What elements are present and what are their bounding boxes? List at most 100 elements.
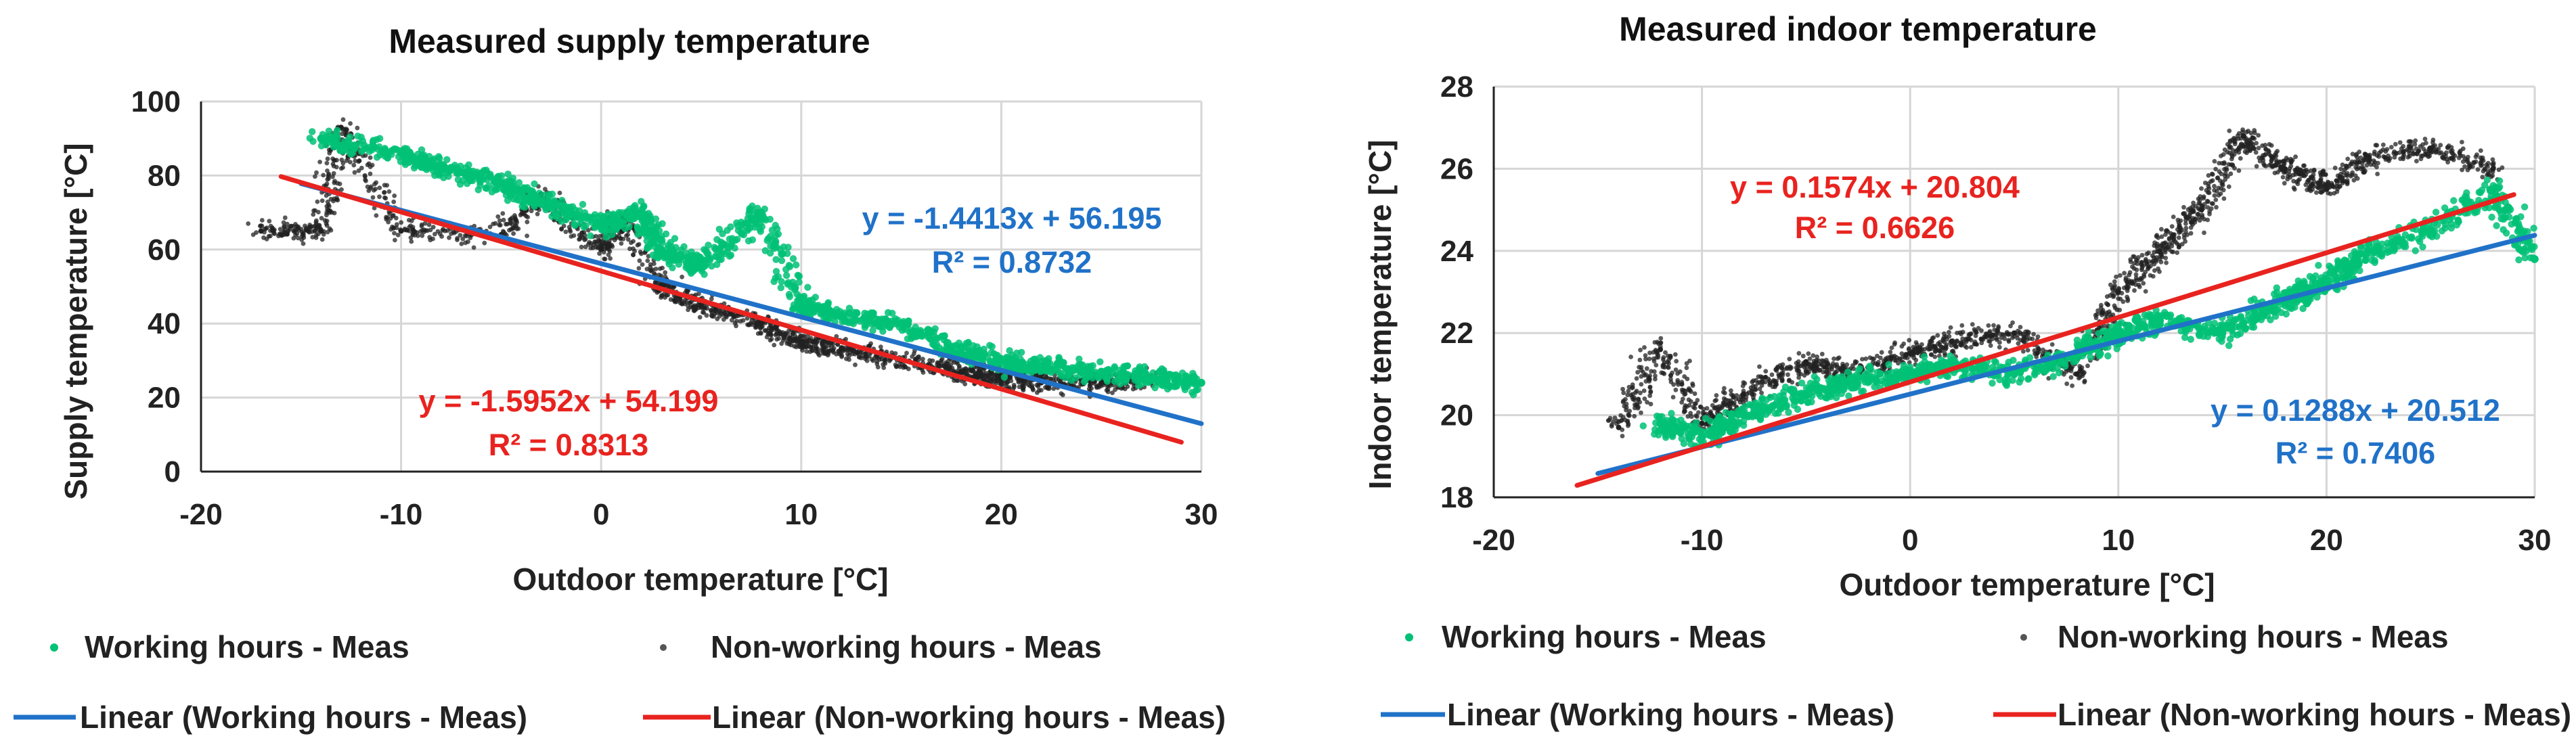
data-point [604, 210, 613, 218]
data-point [987, 370, 992, 376]
data-point [2422, 137, 2428, 141]
data-point [1741, 388, 1746, 394]
data-point [2496, 167, 2502, 173]
data-point [1000, 373, 1008, 381]
data-point [680, 243, 688, 250]
data-point [259, 218, 265, 223]
data-point [642, 222, 649, 229]
data-point [529, 208, 534, 214]
data-point [2287, 172, 2292, 177]
data-point [456, 181, 464, 188]
data-point [794, 297, 801, 304]
data-point [648, 262, 653, 267]
data-point [665, 242, 672, 249]
data-point [264, 237, 269, 242]
data-point [585, 227, 591, 233]
data-point [625, 232, 630, 237]
data-point [777, 284, 785, 292]
data-point [755, 322, 760, 327]
data-point [437, 231, 443, 237]
data-point [836, 308, 844, 315]
data-point [825, 340, 830, 345]
data-point [709, 296, 714, 302]
data-point [535, 194, 543, 202]
data-point [1785, 372, 1790, 378]
y-tick-label: 0 [164, 455, 181, 489]
data-point [2143, 289, 2148, 294]
data-point [804, 349, 809, 354]
data-point [717, 309, 723, 313]
data-point [962, 340, 970, 347]
y-tick-label: 40 [148, 307, 181, 340]
data-point [344, 147, 351, 154]
data-point [2355, 160, 2360, 166]
data-point [531, 180, 538, 187]
data-point [2280, 175, 2286, 180]
data-point [663, 270, 668, 275]
data-point [399, 220, 404, 225]
data-point [2199, 186, 2204, 191]
data-point [361, 141, 368, 149]
data-point [1089, 386, 1094, 391]
data-point [2148, 273, 2153, 278]
data-point [339, 157, 345, 162]
data-point [490, 177, 497, 185]
data-point [583, 244, 588, 250]
x-tick-label: 20 [985, 498, 1018, 531]
data-point [597, 251, 602, 256]
data-point [2414, 158, 2419, 164]
data-point [2226, 162, 2231, 167]
data-point [677, 298, 682, 303]
data-point [407, 229, 412, 233]
data-point [652, 279, 658, 285]
data-point [1031, 388, 1036, 392]
data-point [636, 266, 642, 271]
data-point [408, 223, 413, 228]
data-point [1637, 357, 1643, 363]
data-point [632, 248, 637, 254]
data-point [2460, 146, 2466, 152]
data-point [569, 203, 577, 210]
data-point [828, 344, 834, 349]
data-point [697, 315, 703, 320]
data-point [1124, 362, 1131, 370]
data-point [2262, 163, 2267, 168]
data-point [579, 200, 587, 208]
data-point [864, 358, 870, 363]
data-point [282, 227, 288, 232]
data-point [535, 211, 540, 217]
data-point [2375, 171, 2380, 177]
data-point [1687, 359, 1692, 363]
data-point [321, 173, 326, 178]
data-point [545, 198, 552, 205]
data-point [708, 308, 713, 313]
data-point [460, 168, 468, 177]
data-point [398, 227, 403, 232]
data-point [561, 223, 567, 229]
data-point [466, 239, 470, 244]
data-point [1013, 349, 1021, 357]
data-point [1796, 362, 1801, 367]
data-point [321, 136, 329, 143]
data-point [2068, 375, 2074, 380]
y-tick-label: 60 [148, 233, 181, 267]
gridlines [201, 100, 1203, 472]
data-point [392, 145, 400, 153]
data-point [864, 355, 870, 359]
data-point [2236, 168, 2242, 173]
legend-marker-non-working [660, 644, 667, 651]
data-point [2159, 227, 2164, 232]
data-point [1947, 330, 1951, 335]
data-point [659, 236, 666, 244]
data-point [933, 340, 941, 348]
data-point [307, 225, 312, 230]
data-point [468, 235, 473, 240]
data-point [317, 160, 322, 164]
data-point [782, 271, 791, 279]
data-point [558, 196, 566, 204]
data-point [1637, 365, 1642, 370]
data-point [2380, 142, 2386, 147]
data-point [789, 255, 797, 263]
data-point [511, 231, 516, 236]
